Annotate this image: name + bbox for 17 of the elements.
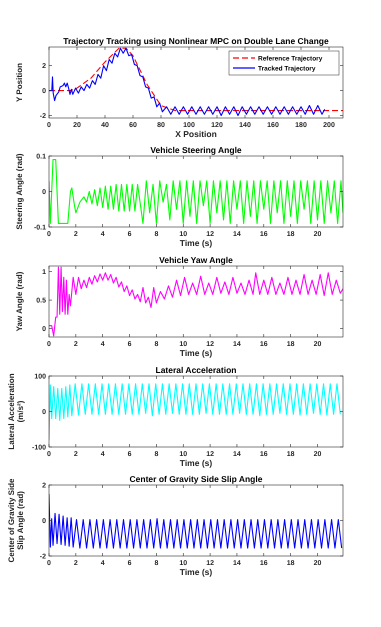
chart-title: Lateral Acceleration bbox=[156, 365, 236, 375]
y-axis-title: Center of Gravity Side Slip Angle (rad) bbox=[7, 478, 25, 563]
chart-title: Center of Gravity Side Slip Angle bbox=[130, 474, 263, 484]
chart-title: Trajectory Tracking using Nonlinear MPC on Double Lane Change bbox=[63, 36, 329, 46]
y-axis-title: Lateral Acceleration (m/s²) bbox=[7, 373, 25, 450]
line-series bbox=[49, 159, 343, 224]
x-axis-title: Time (s) bbox=[180, 238, 212, 248]
x-axis-title: Time (s) bbox=[180, 567, 212, 577]
y-axis-title: Y Position bbox=[15, 62, 24, 102]
x-axis-title: X Position bbox=[175, 129, 217, 139]
line-series bbox=[49, 266, 343, 336]
y-axis-title: Steering Angle (rad) bbox=[15, 153, 24, 230]
x-axis-title: Time (s) bbox=[180, 348, 212, 358]
x-axis-title: Time (s) bbox=[180, 458, 212, 468]
chart-title: Vehicle Yaw Angle bbox=[159, 255, 234, 265]
y-axis-title: Yaw Angle (rad) bbox=[15, 271, 24, 332]
chart-title: Vehicle Steering Angle bbox=[150, 145, 242, 155]
